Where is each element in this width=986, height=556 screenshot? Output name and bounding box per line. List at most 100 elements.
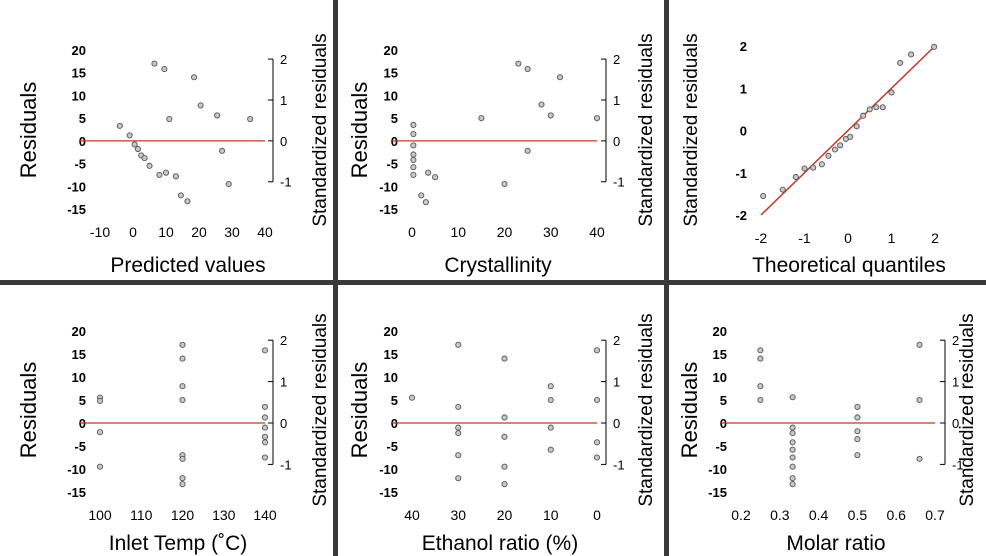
data-point	[116, 122, 123, 129]
data-point	[866, 106, 873, 113]
y2-tick-label: -1	[613, 457, 625, 472]
data-point	[757, 347, 764, 354]
data-point	[179, 341, 186, 348]
data-point	[179, 355, 186, 362]
data-point	[177, 192, 184, 199]
y-tick-label: -5	[386, 157, 398, 172]
y2-tick-label: 2	[613, 333, 620, 348]
y-tick-label: 10	[384, 88, 398, 103]
data-point	[831, 146, 839, 153]
data-point	[410, 142, 417, 149]
x-axis-label: Predicted values	[110, 254, 265, 277]
data-point	[179, 455, 186, 462]
data-point	[422, 199, 429, 206]
data-point	[151, 60, 158, 67]
data-point	[760, 192, 767, 200]
secondary-y-axis-label: Standardized residuals	[310, 33, 331, 226]
panel-3: -2 -1 0 1 2 -2 -1 0 1 2 Theoretical quantiles Stand…	[681, 33, 946, 277]
x-tick-label: 0.4	[809, 507, 829, 523]
y-tick-label: -5	[74, 439, 86, 454]
data-point	[547, 396, 554, 404]
data-point	[593, 347, 601, 354]
y-tick-label: 10	[72, 370, 86, 385]
y-tick-label: 10	[72, 88, 86, 103]
y-tick-label: 20	[72, 43, 86, 58]
data-point	[854, 414, 861, 421]
x-tick-label: 0.5	[848, 507, 868, 523]
data-point	[425, 169, 432, 176]
x-tick-label: 30	[450, 507, 466, 523]
y-tick-label: -10	[67, 462, 86, 477]
data-point	[515, 60, 522, 67]
data-point	[789, 446, 796, 453]
data-point	[261, 414, 269, 421]
data-point	[166, 116, 173, 123]
y-tick-label: -10	[379, 179, 398, 194]
y-axis-label: Residuals	[677, 362, 702, 459]
x-tick-label: 30	[543, 224, 559, 240]
data-point	[524, 66, 531, 73]
x-tick-label: 120	[171, 507, 195, 523]
data-point	[96, 429, 104, 436]
data-point	[779, 186, 786, 193]
x-tick-label: 0.7	[925, 507, 945, 523]
x-axis-label: Crystallinity	[444, 254, 552, 277]
data-point	[501, 414, 508, 421]
y2-tick-label: 1	[613, 375, 620, 390]
data-point	[225, 180, 232, 188]
x-tick-label: 0	[593, 507, 601, 523]
data-point	[837, 142, 844, 149]
vertical-separator-left	[333, 0, 338, 556]
data-point	[931, 43, 938, 50]
x-tick-label: 40	[257, 224, 273, 240]
data-point	[432, 174, 439, 181]
data-point	[853, 123, 860, 130]
data-point	[190, 74, 198, 81]
data-point	[162, 169, 170, 176]
y2-tick-label: -1	[280, 175, 292, 190]
data-point	[408, 394, 416, 401]
data-point	[501, 180, 508, 188]
x-tick-label: 140	[253, 507, 277, 523]
x-tick-label: 2	[931, 230, 939, 246]
y-axis-label: Residuals	[347, 82, 372, 179]
data-point	[478, 115, 485, 122]
data-point	[261, 424, 269, 431]
x-tick-label: 0	[129, 224, 137, 240]
y-tick-label: 15	[713, 347, 727, 362]
data-point	[501, 355, 508, 362]
y-axis-label: Residuals	[16, 362, 41, 459]
y2-tick-label: 2	[952, 333, 959, 348]
data-point	[410, 171, 417, 178]
x-tick-label: 40	[589, 224, 605, 240]
data-point	[134, 145, 141, 153]
x-tick-label: 0	[408, 224, 416, 240]
data-point	[214, 112, 221, 119]
data-point	[854, 436, 861, 443]
y2-tick-label: 0	[613, 416, 620, 431]
x-tick-label: 10	[450, 224, 466, 240]
x-tick-label: 40	[404, 507, 420, 523]
panel-4: 100110120130140-15-10-505101520-1012Inle…	[16, 313, 331, 555]
data-point	[179, 383, 186, 390]
data-point	[789, 430, 796, 437]
data-point	[410, 130, 417, 138]
data-point	[96, 397, 104, 404]
data-point	[789, 475, 796, 482]
y-tick-label: 15	[72, 347, 86, 362]
data-point	[501, 463, 508, 470]
x-axis-label: Molar ratio	[786, 532, 885, 555]
y-tick-label: 5	[79, 393, 86, 408]
x-tick-label: -2	[755, 230, 768, 246]
data-point	[818, 161, 825, 168]
y-tick-label: -15	[67, 485, 86, 500]
y2-tick-label: 1	[280, 375, 287, 390]
y-axis-label: Residuals	[347, 362, 372, 459]
data-point	[455, 341, 462, 348]
secondary-y-axis-label: Standardized residuals	[957, 313, 978, 506]
data-point	[410, 164, 417, 171]
y-tick-label: 10	[384, 370, 398, 385]
x-tick-label: 20	[191, 224, 207, 240]
data-point	[593, 396, 601, 404]
data-point	[141, 155, 148, 162]
